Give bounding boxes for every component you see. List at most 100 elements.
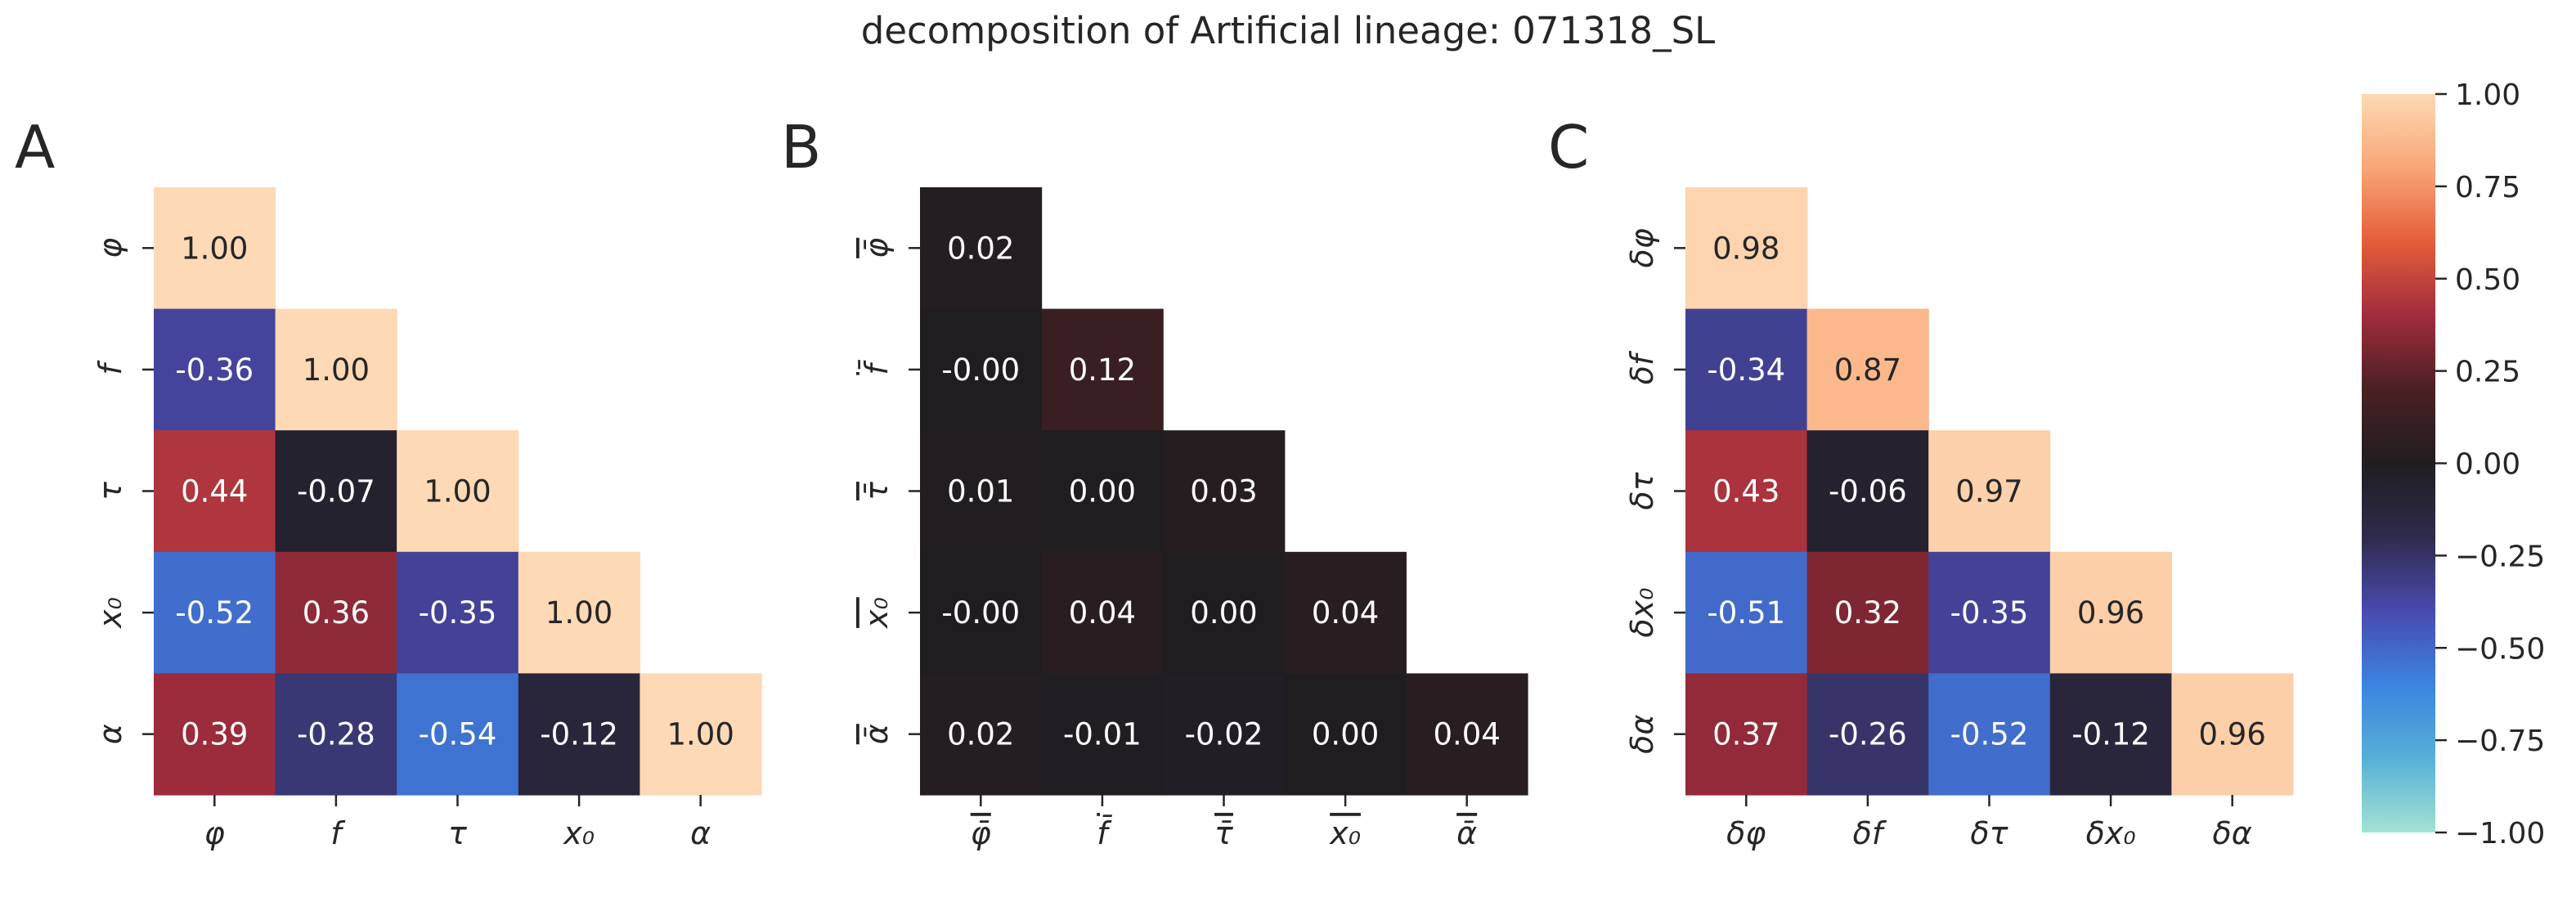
heatmap-cell-c-3-0 bbox=[1685, 551, 1808, 674]
heatmap-cell-c-2-2 bbox=[1928, 430, 2051, 553]
panel-letter-a: A bbox=[15, 113, 55, 182]
panel-letter-b: B bbox=[781, 113, 821, 182]
cell-value-a-3-2: -0.35 bbox=[419, 595, 497, 631]
y-tick-label-c-3: δx₀ bbox=[1624, 588, 1660, 638]
cell-value-a-1-1: 1.00 bbox=[303, 352, 370, 388]
cell-value-a-2-0: 0.44 bbox=[181, 474, 248, 509]
heatmap-cell-a-0-0 bbox=[154, 187, 276, 310]
heatmap-cell-b-4-3 bbox=[1284, 673, 1407, 796]
x-tick-label-a-2: τ bbox=[448, 815, 468, 851]
cell-value-c-2-0: 0.43 bbox=[1712, 474, 1779, 509]
heatmap-cell-a-3-0 bbox=[154, 551, 276, 674]
heatmap-cell-a-2-1 bbox=[275, 430, 397, 553]
y-tick-label-c-2: δτ bbox=[1624, 471, 1660, 509]
heatmap-cell-c-4-1 bbox=[1806, 673, 1929, 796]
cell-value-c-1-1: 0.87 bbox=[1834, 352, 1901, 388]
cell-value-c-4-1: -0.26 bbox=[1829, 717, 1907, 752]
heatmap-cell-b-4-0 bbox=[920, 673, 1043, 796]
heatmap-panel-b: 0.02 -0.00 0.12 0.01 0.00 0.03 -0.00 0.04 0.00 0.… bbox=[859, 187, 1528, 851]
heatmap-cell-a-4-0 bbox=[154, 673, 276, 796]
cell-value-b-4-2: -0.02 bbox=[1185, 717, 1263, 752]
heatmap-cell-a-1-1 bbox=[275, 308, 397, 431]
colorbar-tick-label-1: 0.75 bbox=[2455, 171, 2520, 204]
cell-value-c-3-0: -0.51 bbox=[1707, 595, 1785, 631]
colorbar-tick-label-6: −0.50 bbox=[2455, 632, 2545, 666]
y-tick-label-b-2: τ̄ bbox=[859, 481, 895, 500]
cell-value-b-3-3: 0.04 bbox=[1312, 595, 1379, 631]
heatmap-cell-c-4-3 bbox=[2049, 673, 2172, 796]
y-tick-label-b-4: ᾱ bbox=[859, 724, 895, 744]
cell-value-a-4-4: 1.00 bbox=[667, 717, 734, 752]
heatmap-cell-b-3-3 bbox=[1284, 551, 1407, 674]
heatmap-cell-c-4-2 bbox=[1928, 673, 2051, 796]
cell-value-c-3-2: -0.35 bbox=[1950, 595, 2029, 631]
heatmap-cell-a-4-4 bbox=[640, 673, 762, 796]
x-tick-label-c-2: δτ bbox=[1970, 815, 2008, 851]
x-tick-label-c-4: δα bbox=[2213, 815, 2252, 851]
cell-value-a-4-2: -0.54 bbox=[419, 717, 497, 752]
cell-value-c-1-0: -0.34 bbox=[1707, 352, 1785, 388]
colorbar-tick-label-2: 0.50 bbox=[2455, 263, 2520, 297]
cell-value-b-2-0: 0.01 bbox=[947, 474, 1014, 509]
cell-value-c-2-2: 0.97 bbox=[1955, 474, 2022, 509]
cell-value-a-4-0: 0.39 bbox=[181, 717, 248, 752]
cell-value-c-3-3: 0.96 bbox=[2077, 595, 2144, 631]
heatmap-cell-c-3-2 bbox=[1928, 551, 2051, 674]
cell-value-c-4-2: -0.52 bbox=[1950, 717, 2029, 752]
cell-value-c-4-0: 0.37 bbox=[1712, 717, 1779, 752]
heatmap-panel-a: 1.00 -0.36 1.00 0.44 -0.07 1.00 -0.52 0.36 -0.35… bbox=[92, 187, 762, 851]
x-tick-label-b-1: f̄ bbox=[1097, 815, 1112, 851]
heatmap-cell-a-2-2 bbox=[397, 430, 519, 553]
x-tick-label-c-1: δf bbox=[1853, 815, 1887, 851]
heatmap-cell-c-3-1 bbox=[1806, 551, 1929, 674]
cell-value-a-4-1: -0.28 bbox=[297, 717, 375, 752]
heatmap-cell-b-4-4 bbox=[1406, 673, 1528, 796]
heatmap-cell-c-3-3 bbox=[2049, 551, 2172, 674]
cell-value-a-3-3: 1.00 bbox=[545, 595, 613, 631]
x-tick-label-a-1: f bbox=[330, 815, 346, 851]
y-tick-label-a-1: f bbox=[92, 360, 128, 375]
x-tick-label-b-3: x₀ bbox=[1329, 815, 1361, 851]
heatmap-cell-c-4-4 bbox=[2171, 673, 2294, 796]
y-tick-label-c-1: δf bbox=[1624, 350, 1660, 384]
figure-title: decomposition of Artificial lineage: 071… bbox=[861, 9, 1715, 52]
colorbar-tick-label-0: 1.00 bbox=[2455, 79, 2520, 112]
y-tick-label-b-0: φ̄ bbox=[859, 238, 895, 258]
x-tick-label-a-0: φ bbox=[204, 815, 225, 851]
colorbar-tick-label-7: −0.75 bbox=[2455, 725, 2545, 758]
heatmap-cell-b-4-2 bbox=[1163, 673, 1286, 796]
heatmap-cell-b-3-0 bbox=[920, 551, 1043, 674]
heatmap-cell-a-4-1 bbox=[275, 673, 397, 796]
x-tick-label-a-4: α bbox=[690, 815, 711, 851]
colorbar-tick-label-8: −1.00 bbox=[2455, 817, 2545, 850]
heatmap-cell-b-4-1 bbox=[1041, 673, 1164, 796]
colorbar-tick-label-4: 0.00 bbox=[2455, 448, 2520, 482]
cell-value-a-3-0: -0.52 bbox=[175, 595, 254, 631]
heatmap-cell-a-4-2 bbox=[397, 673, 519, 796]
heatmap-cell-a-3-1 bbox=[275, 551, 397, 674]
y-tick-label-c-4: δα bbox=[1624, 715, 1660, 754]
colorbar-tick-label-5: −0.25 bbox=[2455, 540, 2545, 573]
cell-value-b-3-0: -0.00 bbox=[941, 595, 1020, 631]
cell-value-b-3-1: 0.04 bbox=[1069, 595, 1136, 631]
cell-value-b-1-0: -0.00 bbox=[941, 352, 1020, 388]
heatmap-cell-b-2-0 bbox=[920, 430, 1043, 553]
x-tick-label-b-2: τ̄ bbox=[1214, 815, 1234, 851]
cell-value-b-4-0: 0.02 bbox=[947, 717, 1014, 752]
cell-value-b-2-2: 0.03 bbox=[1190, 474, 1257, 509]
y-tick-label-a-3: x₀ bbox=[92, 597, 128, 629]
cell-value-b-1-1: 0.12 bbox=[1069, 352, 1136, 388]
cell-value-a-4-3: -0.12 bbox=[540, 717, 618, 752]
heatmap-cell-b-1-1 bbox=[1041, 308, 1164, 431]
cell-value-b-4-3: 0.00 bbox=[1312, 717, 1379, 752]
heatmap-cell-c-2-0 bbox=[1685, 430, 1808, 553]
cell-value-b-2-1: 0.00 bbox=[1069, 474, 1136, 509]
cell-value-c-4-4: 0.96 bbox=[2199, 717, 2266, 752]
colorbar-tick-label-3: 0.25 bbox=[2455, 356, 2520, 389]
y-tick-label-b-3: x₀ bbox=[859, 597, 895, 629]
x-tick-label-b-4: ᾱ bbox=[1456, 815, 1477, 851]
heatmap-cell-c-4-0 bbox=[1685, 673, 1808, 796]
panel-letter-c: C bbox=[1548, 113, 1589, 182]
cell-value-b-4-4: 0.04 bbox=[1434, 717, 1501, 752]
